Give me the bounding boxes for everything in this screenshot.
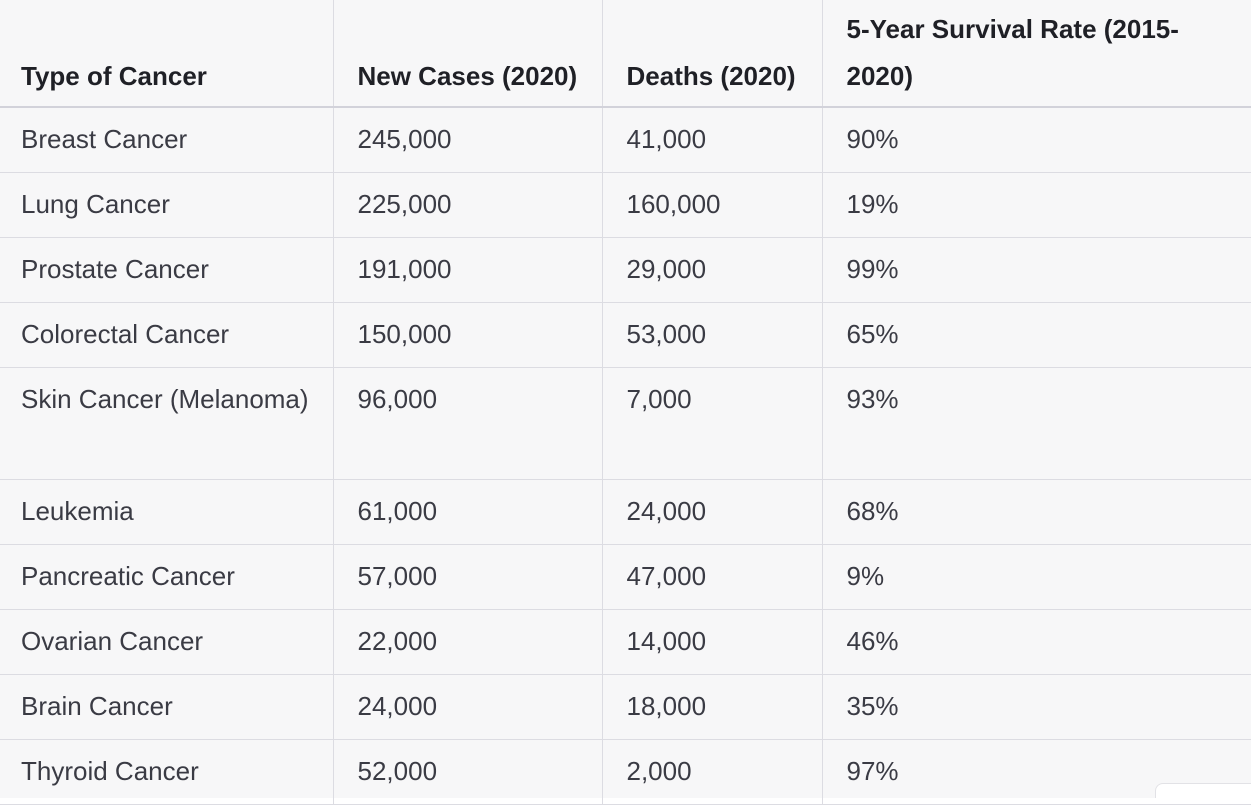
table-row: Prostate Cancer 191,000 29,000 99% [0, 237, 1251, 303]
table-row: Leukemia 61,000 24,000 68% [0, 479, 1251, 545]
table-row: Skin Cancer (Melanoma) 96,000 7,000 93% [0, 367, 1251, 480]
cell-type: Ovarian Cancer [0, 609, 333, 675]
cell-deaths: 2,000 [601, 739, 822, 805]
cell-survival-rate: 19% [821, 172, 1251, 238]
cell-deaths: 47,000 [601, 544, 822, 610]
cell-deaths: 7,000 [601, 367, 822, 480]
cell-new-cases: 245,000 [332, 107, 602, 173]
cell-new-cases: 191,000 [332, 237, 602, 303]
header-deaths: Deaths (2020) [601, 0, 822, 108]
cell-deaths: 53,000 [601, 302, 822, 368]
cell-type: Skin Cancer (Melanoma) [0, 367, 333, 480]
cell-deaths: 160,000 [601, 172, 822, 238]
cell-survival-rate: 68% [821, 479, 1251, 545]
cell-survival-rate: 99% [821, 237, 1251, 303]
table-row: Brain Cancer 24,000 18,000 35% [0, 674, 1251, 740]
cell-new-cases: 24,000 [332, 674, 602, 740]
cell-survival-rate: 65% [821, 302, 1251, 368]
cell-survival-rate: 9% [821, 544, 1251, 610]
cell-survival-rate: 46% [821, 609, 1251, 675]
cell-type: Prostate Cancer [0, 237, 333, 303]
cell-deaths: 18,000 [601, 674, 822, 740]
table-row: Thyroid Cancer 52,000 2,000 97% [0, 739, 1251, 805]
table-row: Colorectal Cancer 150,000 53,000 65% [0, 302, 1251, 368]
header-new-cases: New Cases (2020) [332, 0, 602, 108]
cell-type: Thyroid Cancer [0, 739, 333, 805]
cell-new-cases: 96,000 [332, 367, 602, 480]
table-row: Breast Cancer 245,000 41,000 90% [0, 107, 1251, 173]
cell-type: Leukemia [0, 479, 333, 545]
cell-new-cases: 61,000 [332, 479, 602, 545]
cell-new-cases: 22,000 [332, 609, 602, 675]
table-row: Ovarian Cancer 22,000 14,000 46% [0, 609, 1251, 675]
cell-deaths: 24,000 [601, 479, 822, 545]
header-type-of-cancer: Type of Cancer [0, 0, 333, 108]
cell-type: Brain Cancer [0, 674, 333, 740]
cell-new-cases: 52,000 [332, 739, 602, 805]
cell-survival-rate: 93% [821, 367, 1251, 480]
cell-survival-rate: 35% [821, 674, 1251, 740]
cell-type: Lung Cancer [0, 172, 333, 238]
table-header-row: Type of Cancer New Cases (2020) Deaths (… [0, 0, 1251, 108]
cell-survival-rate: 90% [821, 107, 1251, 173]
cell-new-cases: 150,000 [332, 302, 602, 368]
cell-new-cases: 225,000 [332, 172, 602, 238]
cell-deaths: 41,000 [601, 107, 822, 173]
cell-deaths: 14,000 [601, 609, 822, 675]
cell-type: Breast Cancer [0, 107, 333, 173]
corner-overlay-tab [1155, 783, 1251, 798]
header-survival-rate: 5-Year Survival Rate (2015-2020) [821, 0, 1251, 108]
table-row: Pancreatic Cancer 57,000 47,000 9% [0, 544, 1251, 610]
cell-type: Colorectal Cancer [0, 302, 333, 368]
table-row: Lung Cancer 225,000 160,000 19% [0, 172, 1251, 238]
cell-type: Pancreatic Cancer [0, 544, 333, 610]
cell-new-cases: 57,000 [332, 544, 602, 610]
cell-deaths: 29,000 [601, 237, 822, 303]
